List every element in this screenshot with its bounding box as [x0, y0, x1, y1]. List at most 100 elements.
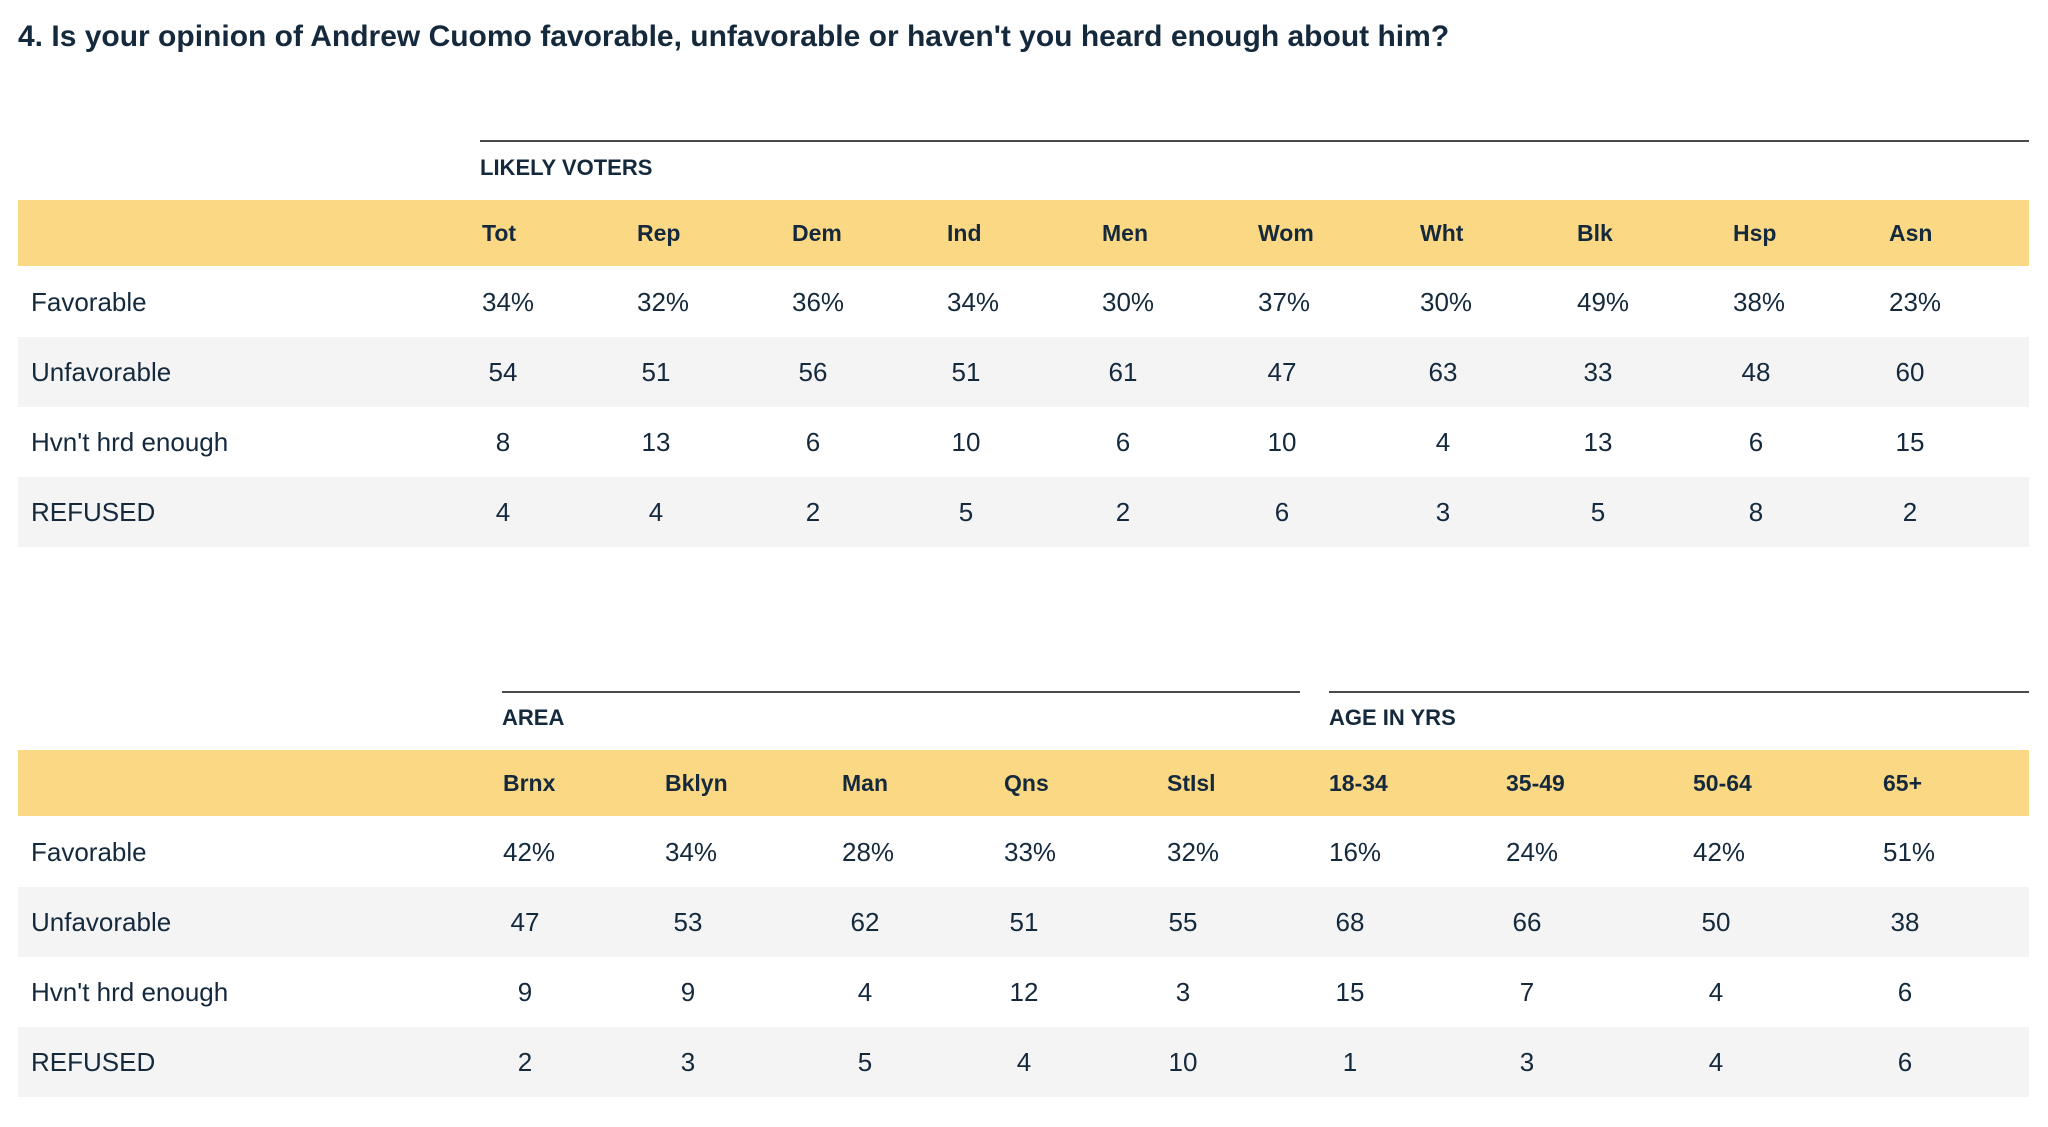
table-cell: 6 — [1897, 977, 1913, 1007]
table-cell: 4 — [648, 497, 664, 527]
table-cell: 9 — [517, 977, 533, 1007]
table-cell: 51 — [1009, 907, 1039, 937]
table-row: REFUSED 4 4 2 5 2 6 3 5 8 2 — [18, 477, 2029, 547]
table-cell: 16% — [1329, 837, 1382, 867]
column-header-rep: Rep — [637, 220, 681, 246]
table-cell: 4 — [1016, 1047, 1032, 1077]
column-header-35-49: 35-49 — [1506, 770, 1565, 796]
table-cell: 66 — [1512, 907, 1542, 937]
table-cell: 2 — [1115, 497, 1131, 527]
table-cell: 10 — [1168, 1047, 1198, 1077]
table-cell: 42% — [1693, 837, 1746, 867]
table-cell: 34% — [482, 287, 535, 317]
table-cell: 23% — [1889, 287, 1942, 317]
table-cell: 13 — [641, 427, 671, 457]
column-header-hsp: Hsp — [1733, 220, 1777, 246]
table-cell: 56 — [798, 357, 828, 387]
table-cell: 47 — [1267, 357, 1297, 387]
table-cell: 2 — [805, 497, 821, 527]
age-rule — [1329, 691, 2029, 693]
column-header-50-64: 50-64 — [1693, 770, 1752, 796]
table-cell: 8 — [1748, 497, 1764, 527]
table-cell: 47 — [510, 907, 540, 937]
row-label: Unfavorable — [31, 907, 172, 937]
column-header-brnx: Brnx — [503, 770, 556, 796]
table-cell: 13 — [1583, 427, 1613, 457]
row-label: Hvn't hrd enough — [31, 427, 229, 457]
column-header-bklyn: Bklyn — [665, 770, 728, 796]
area-rule — [502, 691, 1300, 693]
area-group-label: AREA — [502, 705, 565, 730]
table-cell: 53 — [673, 907, 703, 937]
table-cell: 30% — [1102, 287, 1155, 317]
column-header-65-: 65+ — [1883, 770, 1923, 796]
table-cell: 6 — [1748, 427, 1764, 457]
table-cell: 3 — [1175, 977, 1191, 1007]
age-group-label: AGE IN YRS — [1329, 705, 1456, 730]
table-cell: 6 — [1897, 1047, 1913, 1077]
table-cell: 28% — [842, 837, 895, 867]
table-cell: 3 — [1519, 1047, 1535, 1077]
table-cell: 3 — [1435, 497, 1451, 527]
column-header-ind: Ind — [947, 220, 982, 246]
table-cell: 4 — [495, 497, 511, 527]
table-cell: 5 — [958, 497, 974, 527]
table-cell: 33% — [1004, 837, 1057, 867]
table-cell: 38% — [1733, 287, 1786, 317]
row-label: Favorable — [31, 837, 147, 867]
table-cell: 32% — [1167, 837, 1220, 867]
row-label: REFUSED — [31, 497, 156, 527]
table-cell: 3 — [680, 1047, 696, 1077]
table-cell: 4 — [1708, 1047, 1724, 1077]
table-cell: 1 — [1342, 1047, 1358, 1077]
table-cell: 6 — [805, 427, 821, 457]
table-row: Hvn't hrd enough 8 13 6 10 6 10 4 13 6 15 — [18, 407, 2029, 477]
table-cell: 6 — [1115, 427, 1131, 457]
column-header-men: Men — [1102, 220, 1148, 246]
table-cell: 34% — [665, 837, 718, 867]
table-cell: 4 — [857, 977, 873, 1007]
table-cell: 51 — [641, 357, 671, 387]
table-cell: 36% — [792, 287, 845, 317]
table-cell: 37% — [1258, 287, 1311, 317]
column-header-man: Man — [842, 770, 888, 796]
table-cell: 63 — [1428, 357, 1458, 387]
table-row: Favorable 34% 32% 36% 34% 30% 37% 30% 49% 38% 23% — [18, 267, 2029, 337]
table-cell: 2 — [517, 1047, 533, 1077]
table-cell: 15 — [1895, 427, 1925, 457]
table-row: Unfavorable 47 53 62 51 55 68 66 50 38 — [18, 887, 2029, 957]
table-cell: 12 — [1009, 977, 1039, 1007]
table-cell: 2 — [1902, 497, 1918, 527]
table-row: REFUSED 2 3 5 4 10 1 3 4 6 — [18, 1027, 2029, 1097]
table-cell: 30% — [1420, 287, 1473, 317]
table-cell: 15 — [1335, 977, 1365, 1007]
table-cell: 9 — [680, 977, 696, 1007]
table-cell: 4 — [1435, 427, 1451, 457]
table-cell: 7 — [1519, 977, 1535, 1007]
table-cell: 32% — [637, 287, 690, 317]
likely-voters-rule — [480, 140, 2029, 142]
table-cell: 68 — [1335, 907, 1365, 937]
row-label: Hvn't hrd enough — [31, 977, 229, 1007]
column-header-blk: Blk — [1577, 220, 1613, 246]
table-cell: 10 — [951, 427, 981, 457]
table-cell: 38 — [1890, 907, 1920, 937]
table-cell: 62 — [850, 907, 880, 937]
table-row: Unfavorable 54 51 56 51 61 47 63 33 48 60 — [18, 337, 2029, 407]
table-cell: 50 — [1701, 907, 1731, 937]
column-header-tot: Tot — [482, 220, 517, 246]
column-header-18-34: 18-34 — [1329, 770, 1388, 796]
column-header-stisl: StIsl — [1167, 770, 1216, 796]
table-row: Favorable 42% 34% 28% 33% 32% 16% 24% 42% 51% — [18, 817, 2029, 887]
column-header-wht: Wht — [1420, 220, 1464, 246]
question-title: 4. Is your opinion of Andrew Cuomo favor… — [18, 20, 1450, 53]
column-header-dem: Dem — [792, 220, 842, 246]
table-cell: 51% — [1883, 837, 1936, 867]
table-cell: 10 — [1267, 427, 1297, 457]
table-cell: 33 — [1583, 357, 1613, 387]
table-cell: 55 — [1168, 907, 1198, 937]
table-cell: 60 — [1895, 357, 1925, 387]
likely-voters-group-label: LIKELY VOTERS — [480, 155, 653, 180]
table-cell: 6 — [1274, 497, 1290, 527]
table-cell: 34% — [947, 287, 1000, 317]
